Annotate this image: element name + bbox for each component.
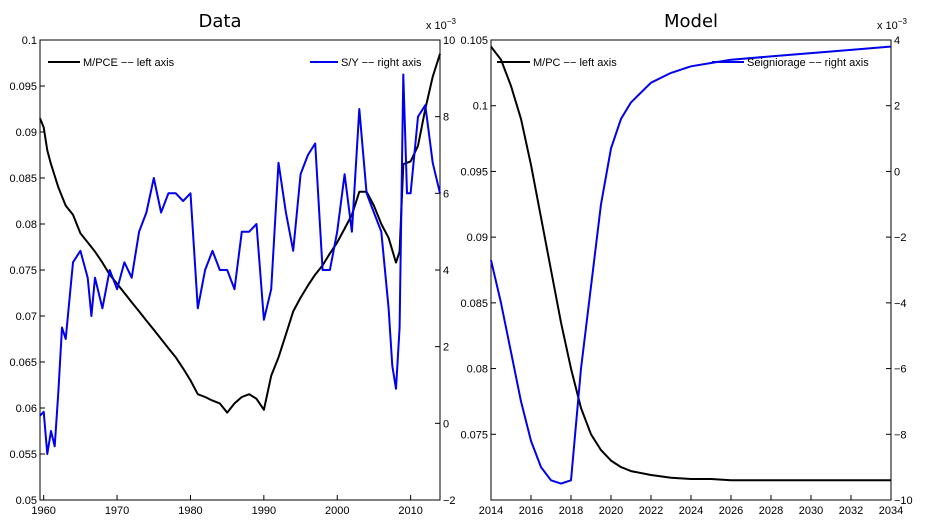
left-tick-label: 0.08 — [16, 219, 37, 231]
x-tick-label: 2020 — [599, 505, 623, 517]
legend-label-m-pc: M/PC −− left axis — [533, 57, 617, 69]
series-line-left-axis — [490, 45, 891, 482]
x-tick-label: 2022 — [639, 505, 663, 517]
right-tick-label: −6 — [894, 364, 907, 376]
right-tick-label: 2 — [443, 342, 449, 354]
right-tick-label: −8 — [894, 429, 907, 441]
left-tick-label: 0.095 — [460, 166, 488, 178]
x-tick-label: 1980 — [178, 505, 202, 517]
left-tick-label: 0.065 — [9, 357, 37, 369]
data-panel-legend: M/PCE −− left axis S/Y −− right axis — [48, 57, 422, 69]
left-tick-label: 0.055 — [9, 449, 37, 461]
left-tick-label: 0.1 — [22, 35, 37, 47]
x-tick-label: 2000 — [325, 505, 349, 517]
data-panel-x-axis: 1960 1970 1980 1990 2000 2010 — [31, 495, 423, 517]
left-tick-label: 0.085 — [9, 173, 37, 185]
data-panel-right-exponent: x 10−3 — [426, 17, 456, 32]
model-panel-x-axis: 2014 2016 2018 2020 2022 2024 2026 2028 2030 2032… — [479, 495, 903, 517]
left-tick-label: 0.085 — [460, 298, 488, 310]
left-tick-label: 0.06 — [16, 403, 37, 415]
left-tick-label: 0.105 — [460, 35, 488, 47]
right-tick-label: 4 — [443, 265, 449, 277]
left-tick-label: 0.1 — [473, 101, 488, 113]
left-tick-label: 0.05 — [16, 495, 37, 507]
x-tick-label: 2032 — [839, 505, 863, 517]
data-panel-series — [39, 53, 441, 455]
left-tick-label: 0.09 — [467, 232, 488, 244]
data-panel-title: Data — [199, 11, 242, 32]
x-tick-label: 2018 — [559, 505, 583, 517]
right-tick-label: 4 — [894, 35, 900, 47]
x-tick-label: 2016 — [519, 505, 543, 517]
data-panel-right-axis: −2 0 2 4 6 8 10 — [435, 35, 456, 507]
model-panel-legend: M/PC −− left axis Seigniorage −− right a… — [497, 57, 869, 69]
x-tick-label: 2014 — [479, 505, 503, 517]
model-panel-series — [490, 45, 892, 485]
model-panel-title: Model — [664, 11, 718, 32]
left-tick-label: 0.09 — [16, 127, 37, 139]
left-tick-label: 0.08 — [467, 364, 488, 376]
x-tick-label: 2030 — [799, 505, 823, 517]
left-tick-label: 0.075 — [9, 265, 37, 277]
x-tick-label: 1970 — [105, 505, 129, 517]
model-panel-right-axis: −10 −8 −6 −4 −2 0 2 4 — [886, 35, 913, 507]
right-tick-label: −4 — [894, 298, 907, 310]
right-tick-label: 0 — [443, 418, 449, 430]
x-tick-label: 2034 — [879, 505, 903, 517]
series-line-left-axis — [39, 53, 441, 414]
left-tick-label: 0.095 — [9, 81, 37, 93]
legend-label-s-y: S/Y −− right axis — [341, 57, 422, 69]
x-tick-label: 2024 — [679, 505, 703, 517]
series-line-right-axis — [39, 73, 441, 455]
right-tick-label: −10 — [894, 495, 913, 507]
x-tick-label: 2026 — [719, 505, 743, 517]
series-line-right-axis — [490, 45, 892, 485]
right-tick-label: 0 — [894, 166, 900, 178]
model-panel-left-axis: 0.075 0.08 0.085 0.09 0.095 0.1 0.105 — [460, 35, 496, 441]
right-tick-label: 10 — [443, 35, 455, 47]
left-tick-label: 0.075 — [460, 429, 488, 441]
data-panel: Data 0.05 0.055 0.06 0.065 0.07 0.075 0.08 0.08… — [9, 11, 456, 517]
legend-label-m-pce: M/PCE −− left axis — [83, 57, 175, 69]
data-panel-plot-frame — [39, 39, 441, 501]
right-tick-label: −2 — [443, 495, 456, 507]
right-tick-label: 2 — [894, 101, 900, 113]
right-tick-label: 6 — [443, 188, 449, 200]
x-tick-label: 1960 — [31, 505, 55, 517]
legend-label-seigniorage: Seigniorage −− right axis — [747, 57, 869, 69]
right-tick-label: −2 — [894, 232, 907, 244]
left-tick-label: 0.07 — [16, 311, 37, 323]
right-tick-label: 8 — [443, 112, 449, 124]
x-tick-label: 2028 — [759, 505, 783, 517]
x-tick-label: 2010 — [398, 505, 422, 517]
x-tick-label: 1990 — [252, 505, 276, 517]
model-panel: Model 0.075 0.08 0.085 0.09 0.095 0.1 0.105 −1… — [460, 11, 912, 517]
data-panel-left-axis: 0.05 0.055 0.06 0.065 0.07 0.075 0.08 0.085 0.09… — [9, 35, 45, 507]
model-panel-right-exponent: x 10−3 — [877, 17, 907, 32]
